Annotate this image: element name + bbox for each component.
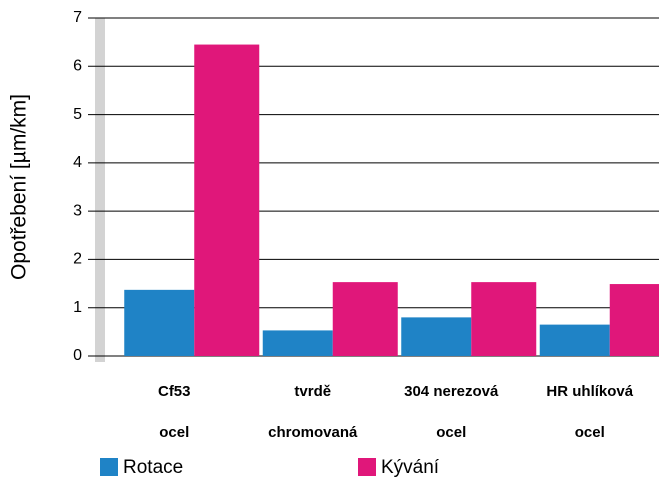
x-tick-label: Cf53 (158, 383, 191, 400)
bar (471, 282, 537, 356)
x-tick-label: ocel (159, 424, 189, 441)
bar (609, 284, 659, 356)
legend-swatch (100, 458, 118, 476)
y-axis-band (95, 18, 105, 362)
y-tick-label: 4 (73, 154, 82, 171)
x-tick-label: 304 nerezová (404, 383, 499, 400)
legend-label: Kývání (381, 457, 440, 478)
bar (262, 330, 333, 356)
x-tick-label: chromovaná (268, 424, 358, 441)
x-tick-label: ocel (575, 424, 605, 441)
y-tick-label: 0 (73, 347, 82, 364)
y-tick-label: 3 (73, 202, 82, 219)
y-axis-label: Opotřebení [µm/km] (8, 94, 31, 280)
legend-label: Rotace (123, 457, 183, 478)
bar (194, 44, 260, 357)
bar (124, 289, 195, 356)
x-tick-label: ocel (436, 424, 466, 441)
y-tick-label: 5 (73, 106, 82, 123)
bar (401, 317, 472, 356)
bar (332, 282, 398, 356)
y-tick-label: 2 (73, 251, 82, 268)
y-tick-label: 6 (73, 58, 82, 75)
x-tick-label: HR uhlíková (546, 383, 633, 400)
legend-swatch (358, 458, 376, 476)
y-tick-label: 1 (73, 299, 82, 316)
x-tick-label: tvrdě (294, 383, 331, 400)
bar (539, 324, 610, 356)
y-tick-label: 7 (73, 9, 82, 26)
